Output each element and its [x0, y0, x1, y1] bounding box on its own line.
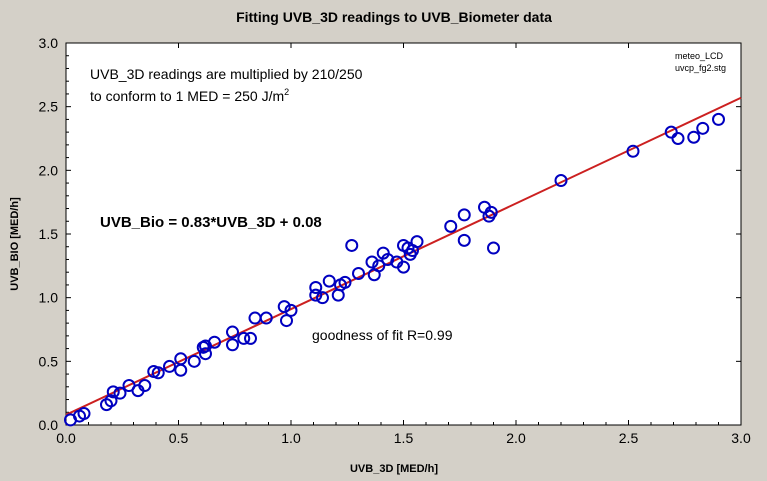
data-point	[138, 379, 152, 393]
data-point	[187, 354, 201, 368]
data-point	[410, 235, 424, 249]
note-line-2-text: to conform to 1 MED = 250 J/m	[90, 88, 284, 104]
data-point	[444, 219, 458, 233]
data-point	[151, 366, 165, 380]
data-point	[106, 385, 120, 399]
data-point	[365, 255, 379, 269]
data-point	[352, 266, 365, 280]
data-point	[309, 280, 323, 294]
x-tick-label: 1.0	[281, 430, 301, 446]
chart-title: Fitting UVB_3D readings to UVB_Biometer …	[236, 9, 552, 25]
x-axis-label: UVB_3D [MED/h]	[350, 463, 438, 475]
data-point	[554, 174, 568, 188]
data-point	[309, 288, 323, 302]
x-tick-label: 3.0	[731, 430, 751, 446]
y-tick-label: 0.5	[39, 353, 59, 369]
file-label-1: meteo_LCD	[675, 51, 724, 61]
data-point	[244, 331, 257, 345]
file-label-2: uvcp_fg2.stg	[675, 63, 726, 73]
data-point	[671, 132, 685, 145]
data-point	[484, 205, 498, 219]
y-tick-label: 1.0	[39, 290, 59, 306]
note-line-1: UVB_3D readings are multiplied by 210/25…	[90, 66, 363, 82]
x-tick-labels: 0.0 0.5 1.0 1.5 2.0 2.5 3.0	[56, 430, 751, 446]
x-tick-label: 1.5	[394, 430, 414, 446]
data-point	[381, 252, 395, 266]
data-point	[163, 359, 176, 373]
data-point	[199, 347, 212, 361]
data-point	[277, 300, 291, 314]
x-tick-label: 0.5	[169, 430, 189, 446]
data-point	[338, 275, 352, 289]
data-point	[104, 394, 118, 408]
data-point	[687, 130, 701, 144]
data-point	[322, 274, 336, 288]
data-points	[64, 112, 725, 427]
x-tick-label: 2.0	[506, 430, 526, 446]
y-tick-labels: 0.0 0.5 1.0 1.5 2.0 2.5 3.0	[39, 35, 59, 433]
y-tick-label: 0.0	[39, 417, 59, 433]
data-point	[316, 291, 329, 305]
data-point	[237, 331, 251, 345]
data-point	[457, 233, 471, 247]
data-point	[696, 121, 710, 135]
x-tick-label: 2.5	[619, 430, 639, 446]
data-point	[226, 338, 239, 352]
y-tick-label: 1.5	[39, 226, 59, 242]
note-line-2: to conform to 1 MED = 250 J/m2	[90, 87, 289, 104]
note-superscript: 2	[284, 87, 289, 97]
data-point	[77, 407, 91, 421]
data-point	[259, 311, 273, 325]
data-point	[626, 144, 640, 158]
data-point	[208, 335, 221, 349]
data-point	[113, 386, 127, 400]
data-point	[284, 303, 298, 317]
y-tick-label: 2.0	[39, 162, 59, 178]
fit-equation: UVB_Bio = 0.83*UVB_3D + 0.08	[100, 214, 322, 231]
data-point	[226, 325, 239, 339]
y-tick-label: 3.0	[39, 35, 59, 51]
data-point	[487, 241, 500, 255]
y-tick-label: 2.5	[39, 99, 59, 115]
data-point	[372, 259, 386, 273]
data-point	[345, 238, 359, 252]
data-point	[174, 363, 188, 377]
data-point	[457, 208, 471, 222]
y-axis-label: UVB_BIO [MED/h]	[9, 197, 21, 291]
data-point	[712, 112, 725, 126]
goodness-of-fit: goodness of fit R=0.99	[312, 327, 453, 343]
x-tick-label: 0.0	[56, 430, 76, 446]
data-point	[397, 260, 410, 274]
